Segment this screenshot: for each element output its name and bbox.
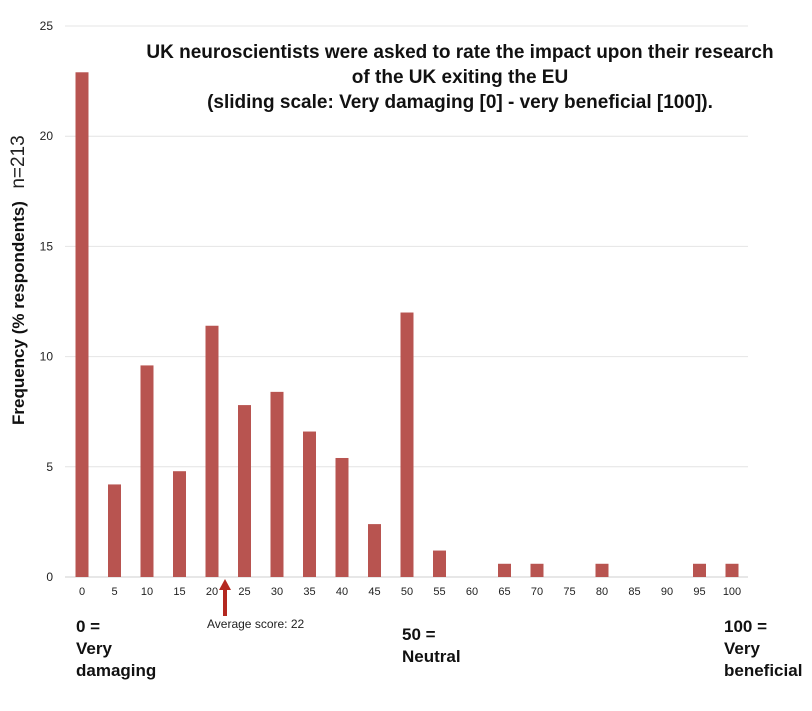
y-tick-label: 15 [40,239,54,253]
x-tick-label: 95 [693,586,705,598]
y-tick-label: 5 [46,460,53,474]
bar [140,365,154,577]
x-tick-label: 45 [368,586,380,598]
annotation-line: 0 = [76,617,101,636]
y-tick-labels: 0 5 10 15 20 25 [40,19,54,584]
y-tick-label: 0 [46,570,53,584]
x-tick-label: 30 [271,586,283,598]
bar [725,563,739,577]
x-tick-label: 35 [303,586,315,598]
annotation-very-beneficial: 100 = Very beneficial [724,616,802,682]
x-tick-label: 10 [141,586,153,598]
x-tick-label: 85 [628,586,640,598]
bar [335,457,349,577]
x-tick-label: 60 [466,586,478,598]
annotation-neutral: 50 = Neutral [402,624,461,668]
x-tick-label: 90 [661,586,673,598]
bar [498,563,511,577]
average-arrow-head [219,579,231,590]
y-tick-label: 10 [40,350,54,364]
annotation-line: Very [76,639,112,658]
x-tick-label: 55 [433,586,445,598]
average-arrow-shaft [223,589,227,616]
y-tick-label: 20 [40,129,54,143]
annotation-line: Very [724,639,760,658]
y-axis-title: Frequency (% respondents) [9,201,28,425]
bar [368,524,381,577]
x-tick-label: 80 [596,586,608,598]
annotation-line: Neutral [402,647,461,666]
average-arrow [219,579,231,616]
annotation-line: 100 = [724,617,768,636]
title-line-2: of the UK exiting the EU [351,67,569,88]
bar [238,405,251,577]
title-line-3: (sliding scale: Very damaging [0] - very… [207,92,713,113]
average-score-label: Average score: 22 [207,617,305,631]
x-tick-labels: 0 5 10 15 20 25 30 35 40 45 50 55 60 65 70 75 80 85 90 95 10… [79,586,741,598]
bar [303,431,316,577]
bar [270,391,284,577]
x-tick-label: 75 [563,586,575,598]
bar [173,471,186,577]
bar [205,325,219,577]
sample-size-label: n=213 [8,135,29,189]
annotation-very-damaging: 0 = Very damaging [76,616,156,682]
title-line-1: UK neuroscientists were asked to rate th… [146,42,774,63]
x-tick-label: 65 [498,586,510,598]
bar [530,563,544,577]
x-tick-label: 70 [531,586,543,598]
annotation-line: damaging [76,661,157,680]
x-tick-label: 50 [401,586,413,598]
bar [108,484,121,577]
x-tick-label: 5 [111,586,117,598]
bar [693,563,706,577]
bar [433,550,446,577]
bar [75,72,89,577]
bar [595,563,609,577]
annotation-line: 50 = [402,625,436,644]
bar [400,312,414,577]
y-tick-label: 25 [40,19,54,33]
bars [75,72,739,577]
x-tick-label: 25 [238,586,250,598]
x-tick-label: 15 [173,586,185,598]
x-tick-label: 20 [206,586,218,598]
y-axis-label: Frequency (% respondents) n=213 [8,135,30,425]
x-tick-label: 0 [79,586,85,598]
x-tick-label: 40 [336,586,348,598]
chart-title: UK neuroscientists were asked to rate th… [110,40,810,115]
annotation-line: beneficial [724,661,803,680]
x-tick-label: 100 [723,586,741,598]
